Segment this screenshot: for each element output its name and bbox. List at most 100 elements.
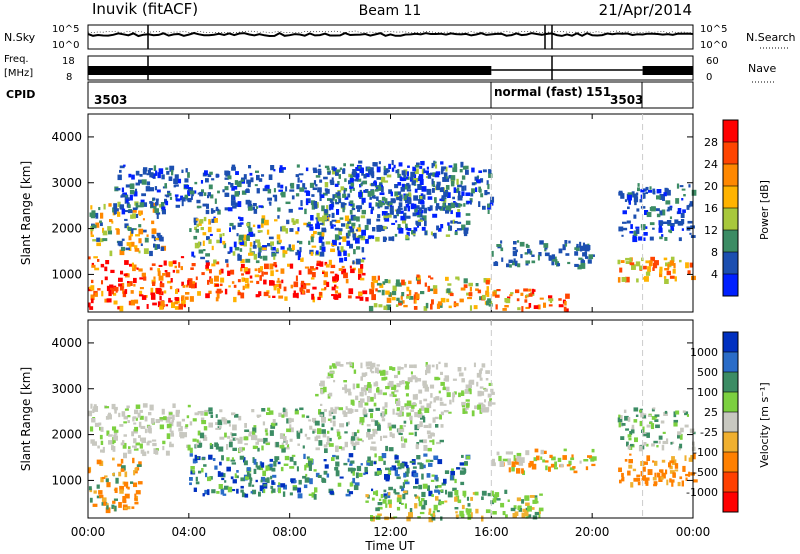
echo-cell — [257, 230, 263, 233]
echo-cell — [339, 217, 344, 220]
echo-cell — [367, 191, 372, 197]
echo-cell — [405, 237, 410, 241]
echo-cell — [637, 183, 640, 187]
echo-cell — [208, 411, 213, 415]
echo-cell — [397, 366, 401, 371]
echo-cell — [225, 259, 229, 263]
echo-cell — [373, 491, 376, 495]
echo-cell — [664, 268, 670, 271]
echo-cell — [252, 431, 256, 437]
echo-cell — [200, 256, 205, 260]
echo-cell — [150, 287, 154, 294]
echo-cell — [159, 295, 162, 301]
echo-cell — [201, 457, 206, 461]
echo-cell — [123, 164, 126, 167]
echo-cell — [369, 367, 373, 372]
echo-cell — [279, 433, 284, 439]
echo-cell — [298, 270, 302, 275]
echo-cell — [246, 268, 251, 274]
echo-cell — [220, 283, 223, 287]
echo-cell — [617, 259, 621, 265]
colorbar-tick-label: 100 — [697, 386, 718, 399]
echo-cell — [296, 164, 300, 168]
echo-cell — [184, 426, 188, 429]
echo-cell — [515, 461, 519, 465]
echo-cell — [370, 366, 374, 370]
echo-cell — [568, 240, 571, 244]
echo-cell — [135, 188, 138, 192]
echo-cell — [403, 206, 407, 212]
echo-cell — [416, 274, 420, 278]
echo-cell — [340, 202, 345, 208]
echo-cell — [634, 437, 638, 443]
echo-cell — [249, 477, 252, 484]
echo-cell — [371, 189, 375, 196]
echo-cell — [127, 227, 132, 232]
echo-cell — [543, 302, 547, 308]
echo-cell — [135, 490, 141, 495]
echo-cell — [142, 218, 145, 221]
cpid-seg-4: 3503 — [610, 93, 643, 107]
echo-cell — [156, 213, 159, 219]
echo-cell — [335, 171, 339, 176]
echo-cell — [406, 516, 411, 522]
echo-cell — [512, 250, 518, 257]
echo-cell — [414, 503, 418, 509]
echo-cell — [270, 165, 275, 171]
echo-cell — [381, 453, 387, 459]
echo-cell — [122, 291, 127, 298]
echo-cell — [440, 224, 444, 229]
echo-cell — [462, 408, 466, 414]
echo-cell — [98, 490, 103, 495]
echo-cell — [255, 462, 258, 468]
echo-cell — [469, 286, 472, 292]
echo-cell — [620, 415, 623, 419]
echo-cell — [116, 228, 120, 235]
echo-cell — [460, 481, 465, 486]
echo-cell — [305, 200, 309, 206]
echo-cell — [565, 243, 568, 247]
echo-cell — [677, 208, 682, 214]
echo-cell — [205, 178, 209, 183]
echo-cell — [461, 467, 466, 470]
echo-cell — [415, 293, 420, 300]
echo-cell — [661, 234, 664, 237]
echo-cell — [647, 469, 653, 476]
echo-cell — [176, 421, 182, 427]
echo-cell — [491, 462, 496, 467]
echo-cell — [208, 422, 213, 428]
echo-cell — [674, 463, 679, 469]
echo-cell — [220, 277, 225, 283]
echo-cell — [189, 280, 192, 286]
echo-cell — [395, 412, 400, 416]
echo-cell — [435, 424, 439, 428]
echo-cell — [89, 488, 93, 493]
colorbar-segment — [723, 492, 738, 513]
echo-cell — [299, 240, 303, 245]
echo-cell — [622, 227, 628, 231]
echo-cell — [165, 200, 169, 206]
echo-cell — [329, 371, 334, 374]
echo-cell — [334, 234, 340, 241]
echo-cell — [155, 448, 159, 451]
echo-cell — [471, 410, 475, 417]
echo-cell — [628, 200, 631, 205]
echo-cell — [560, 463, 564, 468]
echo-cell — [101, 280, 104, 285]
echo-cell — [404, 503, 407, 509]
x-tick-label: 20:00 — [575, 525, 610, 539]
echo-cell — [359, 417, 365, 423]
echo-cell — [321, 227, 326, 233]
echo-cell — [331, 198, 335, 201]
echo-cell — [257, 252, 261, 258]
echo-cell — [98, 422, 102, 426]
echo-cell — [365, 173, 370, 178]
echo-cell — [459, 462, 465, 466]
echo-cell — [147, 425, 152, 430]
echo-cell — [144, 416, 148, 422]
echo-cell — [159, 283, 165, 288]
echo-cell — [624, 199, 628, 202]
echo-cell — [314, 436, 319, 442]
echo-cell — [123, 434, 127, 437]
echo-cell — [527, 248, 531, 254]
